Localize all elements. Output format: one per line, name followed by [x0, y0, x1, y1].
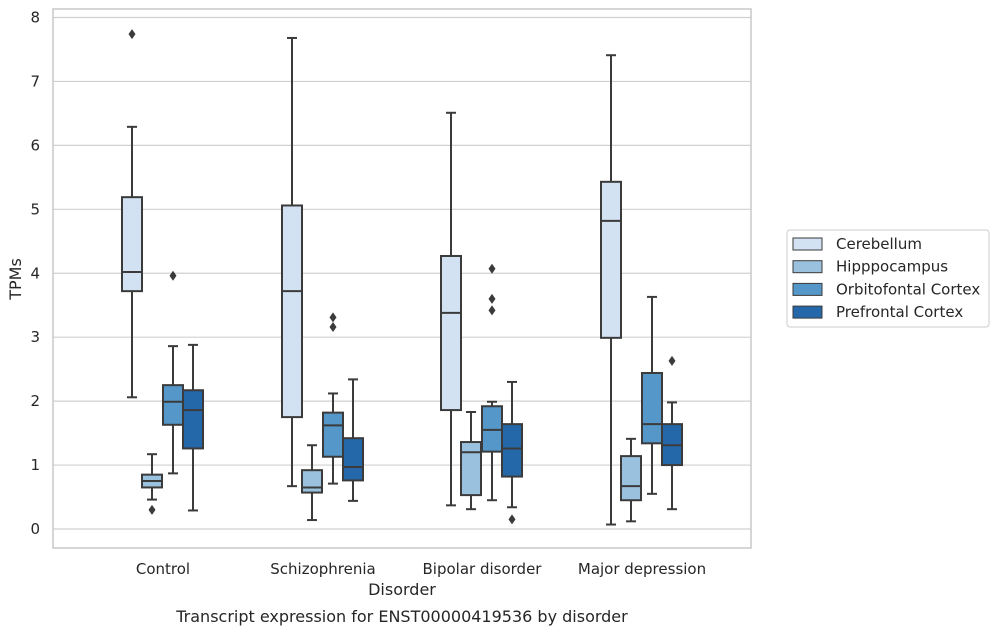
box-body: [182, 389, 204, 450]
y-tick-label: 5: [30, 200, 40, 218]
x-axis-title: Disorder: [368, 580, 436, 599]
box-1-0: [141, 453, 163, 515]
x-tick-label: Schizophrenia: [270, 560, 375, 578]
outlier-marker: [329, 321, 337, 332]
x-tick-label: Bipolar disorder: [423, 560, 543, 578]
outlier-marker: [508, 514, 516, 525]
legend-swatch: [792, 305, 823, 319]
box-groups: [121, 29, 683, 526]
box-0-2: [440, 111, 462, 507]
y-tick-label: 3: [30, 328, 40, 346]
y-tick-labels: 0 1 2 3 4 5 6 7 8: [30, 9, 40, 539]
legend-label: Hipppocampus: [836, 258, 948, 276]
box-body: [162, 384, 184, 426]
outlier-marker: [488, 305, 496, 316]
legend: Cerebellum Hipppocampus Orbitofontal Corte…: [786, 229, 990, 328]
chart-caption: Transcript expression for ENST0000041953…: [175, 607, 628, 626]
x-tick-labels: Control Schizophrenia Bipolar disorder Majo…: [136, 560, 706, 578]
box-1-1: [301, 444, 323, 522]
box-2-1: [322, 312, 344, 485]
box-body: [501, 423, 523, 478]
outlier-marker: [148, 504, 156, 515]
box-3-3: [661, 355, 683, 511]
legend-swatch: [792, 260, 823, 274]
outlier-marker: [668, 355, 676, 366]
y-tick-label: 1: [30, 456, 40, 474]
y-tick-label: 6: [30, 136, 40, 154]
legend-label: Orbitofontal Cortex: [836, 280, 980, 298]
outlier-marker: [488, 263, 496, 274]
plot-frame: [52, 8, 752, 549]
outlier-marker: [488, 293, 496, 304]
box-1-3: [620, 437, 642, 523]
box-body: [301, 469, 323, 494]
box-body: [460, 441, 482, 497]
box-0-3: [600, 54, 622, 526]
legend-label: Cerebellum: [836, 235, 922, 253]
box-3-0: [182, 343, 204, 512]
box-2-3: [641, 295, 663, 495]
box-body: [440, 254, 462, 412]
box-body: [620, 455, 642, 502]
x-tick-label: Major depression: [578, 560, 706, 578]
y-tick-label: 2: [30, 392, 40, 410]
box-body: [121, 196, 143, 293]
x-tick-label: Control: [136, 560, 190, 578]
legend-frame: [786, 229, 990, 328]
box-3-1: [342, 378, 364, 502]
legend-swatch: [792, 237, 823, 251]
outlier-marker: [169, 270, 177, 281]
legend-swatch: [792, 282, 823, 296]
box-body: [600, 180, 622, 339]
y-tick-label: 7: [30, 72, 40, 90]
box-2-0: [162, 270, 184, 475]
outlier-marker: [128, 29, 136, 40]
box-1-2: [460, 410, 482, 511]
box-3-2: [501, 380, 523, 525]
box-body: [342, 437, 364, 482]
y-tick-label: 8: [30, 9, 40, 27]
outlier-marker: [329, 312, 337, 323]
y-tick-label: 4: [30, 264, 40, 282]
box-body: [322, 411, 344, 458]
box-0-0: [121, 29, 143, 399]
y-tick-label: 0: [30, 520, 40, 538]
legend-label: Prefrontal Cortex: [836, 303, 963, 321]
box-body: [641, 371, 663, 445]
box-0-1: [281, 36, 303, 488]
y-axis-title: TPMs: [6, 258, 25, 301]
box-body: [281, 204, 303, 419]
gridlines: [53, 16, 751, 530]
